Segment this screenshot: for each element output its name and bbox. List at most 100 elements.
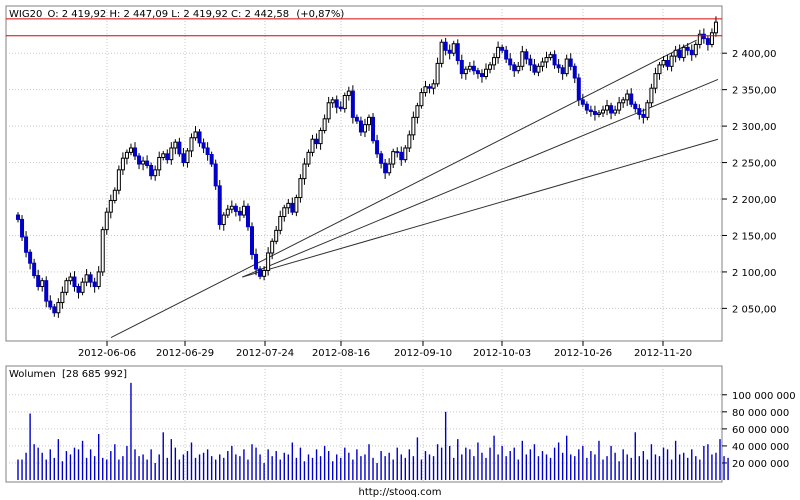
candle	[120, 152, 125, 175]
candle	[217, 180, 222, 230]
candle-body-up	[548, 54, 553, 59]
candle-body-down	[165, 153, 170, 161]
candle-body-up	[488, 64, 493, 70]
candle	[479, 69, 484, 83]
candle	[637, 104, 642, 120]
candle	[197, 129, 202, 147]
volume-value: [28 685 992]	[62, 369, 127, 380]
candle	[379, 150, 384, 169]
candle-body-up	[157, 156, 162, 171]
candle	[395, 147, 400, 158]
candle	[28, 249, 33, 270]
date-tick-label: 2012-11-20	[634, 348, 692, 359]
candle-body-down	[245, 205, 250, 228]
candle-body-up	[346, 90, 351, 96]
volume-header: Wolumen [28 685 992]	[9, 369, 127, 380]
candle-body-down	[629, 93, 634, 105]
candle-body-down	[258, 268, 263, 277]
candle	[371, 112, 376, 144]
date-tick-label: 2012-10-03	[473, 348, 531, 359]
candle-body-up	[387, 163, 392, 174]
candle	[568, 53, 573, 71]
candle-body-down	[685, 46, 690, 51]
volume-tick-label: 60 000 000	[732, 425, 789, 436]
candle	[318, 127, 323, 150]
candle	[629, 88, 634, 108]
candle	[504, 45, 509, 64]
candle-body-down	[532, 64, 537, 73]
candle-body-down	[250, 226, 254, 255]
candle	[500, 44, 505, 54]
candle-body-up	[617, 102, 622, 111]
candle	[225, 204, 230, 218]
candle-body-down	[459, 59, 464, 75]
candle	[68, 272, 73, 285]
candle-body-down	[290, 202, 295, 213]
candle	[584, 101, 589, 115]
candle	[153, 165, 158, 181]
candle-body-up	[669, 55, 674, 67]
candle	[40, 277, 45, 292]
volume-tick-label: 100 000 000	[732, 391, 796, 402]
candle	[459, 54, 464, 79]
candle	[250, 222, 254, 260]
candle	[435, 57, 440, 87]
candle-body-down	[528, 58, 533, 66]
candle-body-down	[399, 151, 404, 161]
candle-body-up	[221, 214, 226, 226]
candle-body-down	[556, 64, 561, 69]
candle-body-up	[403, 147, 408, 161]
candle-body-up	[621, 99, 626, 104]
candle	[496, 41, 501, 64]
candle-body-up	[681, 46, 686, 59]
price-panel	[5, 5, 723, 342]
candle-body-up	[601, 109, 605, 114]
candle	[536, 63, 541, 77]
date-tick-label: 2012-08-16	[312, 348, 370, 359]
candle-body-up	[613, 109, 618, 114]
candle-body-up	[431, 83, 436, 89]
ohlc-quote: O: 2 419,92 H: 2 447,09 L: 2 419,92 C: 2…	[48, 9, 290, 20]
candle-body-up	[278, 216, 283, 231]
candle	[633, 101, 638, 113]
candle	[713, 16, 718, 37]
candle-body-up	[124, 151, 129, 159]
candle	[64, 277, 69, 296]
candle-body-down	[447, 49, 452, 54]
candle-body-up	[68, 276, 73, 282]
candle-body-up	[544, 57, 549, 63]
candle	[286, 199, 291, 214]
candle-body-up	[286, 202, 291, 209]
candle-body-down	[52, 306, 57, 314]
candle	[391, 148, 396, 169]
candle	[532, 59, 537, 76]
candle	[24, 231, 29, 258]
price-tick-label: 2 150,00	[732, 231, 777, 242]
candle	[112, 187, 117, 204]
candle	[92, 277, 97, 293]
candle-body-down	[137, 155, 142, 165]
source-link[interactable]: http://stooq.com	[359, 487, 442, 498]
candle	[387, 158, 392, 176]
candle	[375, 134, 380, 158]
candle	[80, 277, 85, 296]
candle	[475, 67, 480, 79]
candle	[36, 269, 41, 291]
candle-body-up	[516, 65, 521, 72]
candle	[588, 105, 593, 117]
candle-body-up	[318, 129, 323, 145]
candle-body-down	[209, 154, 214, 165]
candle-body-up	[128, 147, 133, 153]
candle	[613, 105, 618, 116]
candle-body-down	[354, 116, 359, 122]
candle	[451, 40, 456, 57]
candle-body-down	[254, 253, 259, 270]
candle-body-up	[330, 99, 335, 104]
candle-body-up	[310, 138, 315, 153]
candle	[399, 146, 404, 166]
candle	[88, 271, 93, 288]
candle-body-up	[713, 21, 718, 34]
candle	[116, 165, 121, 195]
candle-body-down	[395, 151, 400, 154]
candle	[572, 63, 577, 84]
